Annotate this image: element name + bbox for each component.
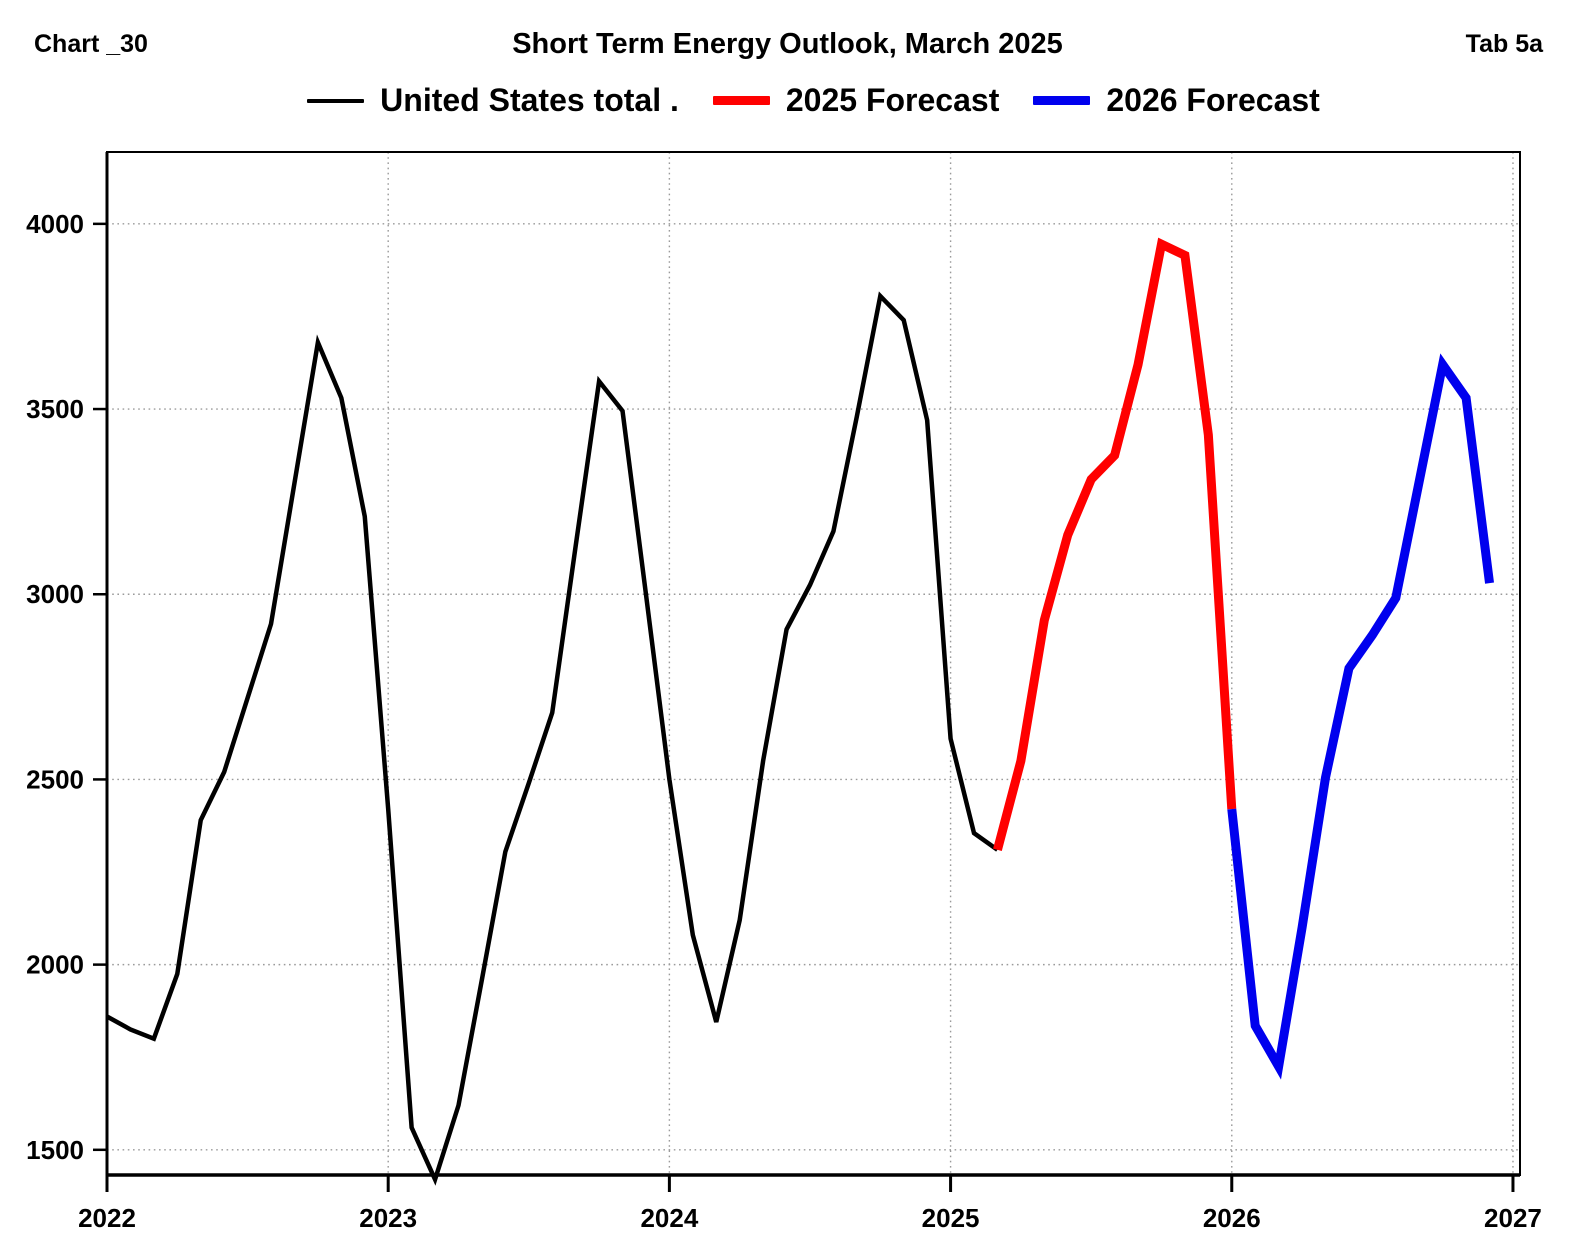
series-2026-forecast (1227, 353, 1495, 1080)
x-tick-label-2025: 2025 (922, 1203, 980, 1233)
x-tick-label-2026: 2026 (1203, 1203, 1261, 1233)
legend-swatch-icon (1033, 96, 1091, 105)
y-tick-label-3000: 3000 (26, 579, 84, 609)
legend-item-0: United States total . (307, 82, 679, 119)
x-tick-label-2027: 2027 (1484, 1203, 1542, 1233)
legend-item-2: 2026 Forecast (1033, 82, 1320, 119)
legend-item-label: United States total . (380, 82, 679, 118)
legend-swatch-icon (307, 98, 365, 103)
tab-label: Tab 5a (1465, 30, 1543, 58)
legend-item-label: 2026 Forecast (1106, 82, 1320, 118)
y-tick-label-2500: 2500 (26, 764, 84, 794)
x-tick-label-2022: 2022 (78, 1203, 136, 1233)
series-united-states-total (105, 291, 999, 1186)
legend-item-1: 2025 Forecast (712, 82, 1000, 119)
y-tick-label-1500: 1500 (26, 1135, 84, 1165)
series-2025-forecast (993, 237, 1237, 851)
page-title: Short Term Energy Outlook, March 2025 (512, 28, 1063, 60)
legend: United States total . 2025 Forecast 2026 F… (107, 82, 1520, 119)
legend-item-label: 2025 Forecast (785, 82, 1000, 118)
legend-swatch-icon (712, 96, 770, 105)
chart-number-label: Chart _30 (34, 30, 148, 58)
y-tick-label-3500: 3500 (26, 394, 84, 424)
y-tick-label-4000: 4000 (26, 209, 84, 239)
plot-frame (106, 151, 1521, 1176)
x-tick-label-2023: 2023 (359, 1203, 417, 1233)
y-tick-label-2000: 2000 (26, 950, 84, 980)
x-tick-label-2024: 2024 (640, 1203, 698, 1233)
